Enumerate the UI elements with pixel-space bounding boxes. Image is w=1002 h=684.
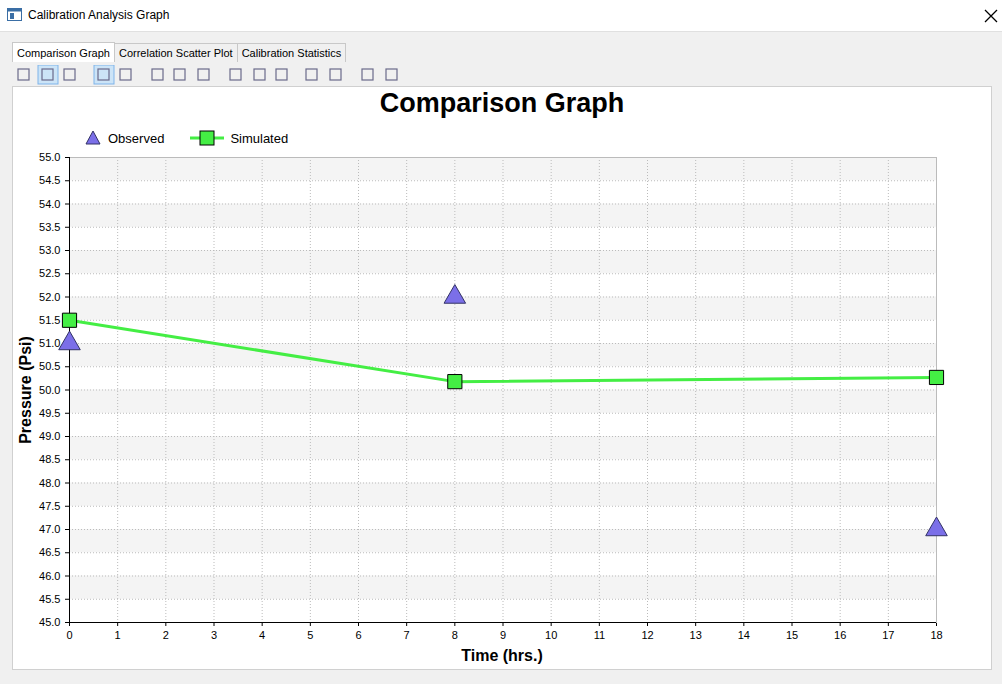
svg-text:51.0: 51.0 <box>39 337 60 349</box>
svg-text:3: 3 <box>211 629 217 641</box>
html-text:Pressure (Psi): Pressure (Psi) <box>17 336 34 444</box>
svg-text:47.0: 47.0 <box>39 523 60 535</box>
svg-text:49.5: 49.5 <box>39 407 60 419</box>
svg-text:45.0: 45.0 <box>39 616 60 628</box>
svg-text:50.5: 50.5 <box>39 360 60 372</box>
html-text:Observed: Observed <box>108 130 165 146</box>
svg-text:49.0: 49.0 <box>39 430 60 442</box>
svg-text:50.0: 50.0 <box>39 384 60 396</box>
html-text:Simulated: Simulated <box>230 130 289 146</box>
svg-text:46.0: 46.0 <box>39 570 60 582</box>
html-text:Calibration Analysis Graph: Calibration Analysis Graph <box>28 8 170 22</box>
svg-text:2: 2 <box>163 629 169 641</box>
svg-text:53.5: 53.5 <box>39 221 60 233</box>
svg-text:15: 15 <box>786 629 798 641</box>
svg-text:0: 0 <box>66 629 72 641</box>
svg-text:54.0: 54.0 <box>39 198 60 210</box>
svg-text:17: 17 <box>882 629 894 641</box>
svg-text:51.5: 51.5 <box>39 314 60 326</box>
svg-text:48.5: 48.5 <box>39 453 60 465</box>
html-text:Comparison Graph: Comparison Graph <box>379 88 625 118</box>
html-text:Calibration Statistics: Calibration Statistics <box>241 47 342 59</box>
svg-text:54.5: 54.5 <box>39 174 60 186</box>
svg-text:5: 5 <box>307 629 313 641</box>
svg-text:8: 8 <box>452 629 458 641</box>
svg-text:55.0: 55.0 <box>39 151 60 163</box>
svg-text:45.5: 45.5 <box>39 593 60 605</box>
svg-text:48.0: 48.0 <box>39 477 60 489</box>
svg-text:14: 14 <box>738 629 750 641</box>
html-text:Time (hrs.): Time (hrs.) <box>461 647 543 664</box>
svg-text:4: 4 <box>259 629 265 641</box>
svg-text:6: 6 <box>355 629 361 641</box>
svg-text:46.5: 46.5 <box>39 546 60 558</box>
html-text:Correlation Scatter Plot: Correlation Scatter Plot <box>118 47 233 59</box>
svg-text:47.5: 47.5 <box>39 500 60 512</box>
svg-text:13: 13 <box>690 629 702 641</box>
svg-text:16: 16 <box>834 629 846 641</box>
svg-text:11: 11 <box>594 629 605 641</box>
html-text:Comparison Graph: Comparison Graph <box>17 47 110 59</box>
svg-text:52.5: 52.5 <box>39 267 60 279</box>
svg-text:10: 10 <box>545 629 557 641</box>
svg-text:53.0: 53.0 <box>39 244 60 256</box>
svg-text:52.0: 52.0 <box>39 291 60 303</box>
svg-text:7: 7 <box>404 629 410 641</box>
svg-text:1: 1 <box>115 629 121 641</box>
svg-text:9: 9 <box>500 629 506 641</box>
svg-text:18: 18 <box>930 629 942 641</box>
svg-text:12: 12 <box>641 629 653 641</box>
